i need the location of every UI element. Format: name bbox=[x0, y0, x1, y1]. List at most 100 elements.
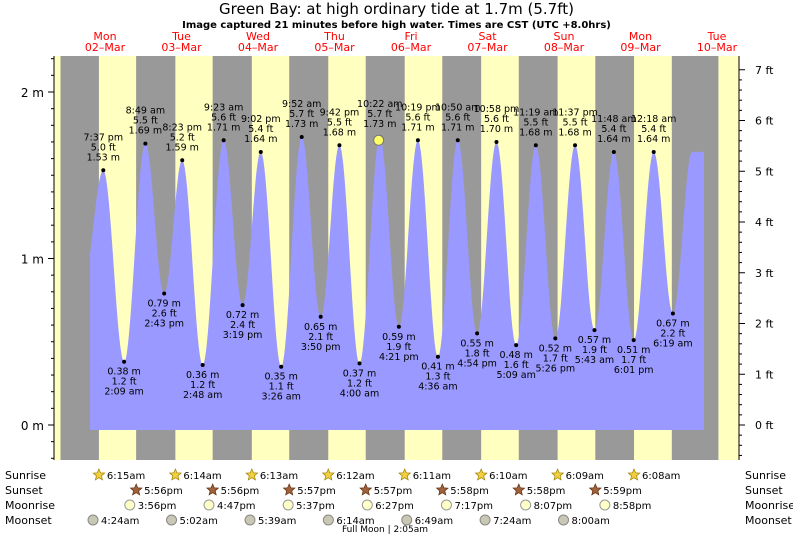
astro-event-time: 8:58pm bbox=[613, 501, 652, 512]
low-tide-point bbox=[553, 336, 558, 341]
high-tide-label: 5.0 ft bbox=[91, 142, 116, 153]
astro-event-time: 5:57pm bbox=[374, 486, 413, 497]
low-tide-label: 1.7 ft bbox=[543, 353, 568, 364]
moonset-icon bbox=[479, 514, 491, 526]
right-tick-label: 3 ft bbox=[755, 267, 774, 280]
day-of-week-label: Sat bbox=[478, 30, 497, 43]
astro-event-time: 6:10am bbox=[489, 471, 527, 482]
low-tide-label: 6:19 am bbox=[653, 338, 692, 349]
astro-event-time: 5:58pm bbox=[527, 486, 566, 497]
high-tide-label: 5.5 ft bbox=[563, 117, 588, 128]
low-tide-label: 2:09 am bbox=[104, 387, 143, 398]
sunset-icon bbox=[206, 483, 220, 496]
low-tide-label: 0.52 m bbox=[539, 343, 572, 354]
low-tide-label: 0.35 m bbox=[264, 372, 297, 383]
low-tide-point bbox=[475, 331, 480, 336]
low-tide-label: 1.1 ft bbox=[269, 382, 294, 393]
high-tide-label: 11:48 am bbox=[591, 114, 636, 125]
high-tide-label: 9:42 pm bbox=[320, 107, 360, 118]
day-date-label: 08–Mar bbox=[544, 41, 585, 54]
right-tick-label: 6 ft bbox=[755, 115, 774, 128]
low-tide-point bbox=[200, 363, 205, 368]
astro-event-time: 5:39am bbox=[258, 516, 296, 527]
chart-subtitle: Image captured 21 minutes before high wa… bbox=[182, 20, 611, 31]
high-tide-label: 5.4 ft bbox=[601, 124, 626, 135]
high-tide-label: 8:49 am bbox=[126, 106, 165, 117]
low-tide-point bbox=[357, 361, 362, 366]
low-tide-point bbox=[318, 314, 323, 319]
astro-event-time: 6:14am bbox=[183, 471, 221, 482]
low-tide-label: 2.1 ft bbox=[308, 332, 333, 343]
astro-event-time: 3:56pm bbox=[138, 501, 177, 512]
low-tide-label: 4:36 am bbox=[418, 382, 457, 393]
high-tide-label: 9:52 am bbox=[282, 99, 321, 110]
low-tide-point bbox=[514, 343, 519, 348]
high-tide-point bbox=[101, 168, 106, 173]
astro-event-time: 5:59pm bbox=[603, 486, 642, 497]
day-of-week-label: Fri bbox=[404, 30, 417, 43]
low-tide-label: 0.38 m bbox=[107, 367, 140, 378]
low-tide-label: 0.72 m bbox=[226, 310, 259, 321]
astro-event-time: 7:24am bbox=[493, 516, 531, 527]
day-date-label: 06–Mar bbox=[391, 41, 432, 54]
sunrise-icon bbox=[92, 468, 106, 481]
high-tide-label: 5.6 ft bbox=[484, 114, 509, 125]
high-tide-point bbox=[337, 143, 342, 148]
astro-event-time: 5:56pm bbox=[144, 486, 183, 497]
day-of-week-label: Mon bbox=[629, 30, 652, 43]
high-tide-label: 1.71 m bbox=[207, 122, 240, 133]
high-tide-point bbox=[651, 149, 656, 154]
astro-event-time: 7:17pm bbox=[454, 501, 493, 512]
low-tide-point bbox=[396, 324, 401, 329]
low-tide-label: 1.9 ft bbox=[582, 345, 607, 356]
astro-event-time: 6:14am bbox=[336, 516, 374, 527]
low-tide-label: 1.2 ft bbox=[190, 380, 215, 391]
sunset-icon bbox=[282, 483, 296, 496]
astro-event-time: 4:24am bbox=[101, 516, 139, 527]
high-tide-point bbox=[611, 149, 616, 154]
low-tide-label: 2.6 ft bbox=[152, 308, 177, 319]
astro-event-time: 6:49am bbox=[415, 516, 453, 527]
high-tide-label: 1.71 m bbox=[401, 122, 434, 133]
low-tide-label: 2.4 ft bbox=[230, 320, 255, 331]
sunset-icon bbox=[129, 483, 143, 496]
high-tide-point bbox=[494, 139, 499, 144]
high-tide-label: 9:23 am bbox=[204, 102, 243, 113]
moonset-icon bbox=[401, 514, 413, 526]
left-tick-label: 0 m bbox=[21, 419, 44, 433]
high-tide-label: 1.73 m bbox=[363, 119, 396, 130]
day-date-label: 07–Mar bbox=[467, 41, 508, 54]
high-tide-label: 5.7 ft bbox=[367, 109, 392, 120]
tide-area bbox=[90, 137, 704, 430]
high-tide-label: 1.64 m bbox=[244, 134, 277, 145]
astro-event-time: 6:12am bbox=[336, 471, 374, 482]
day-date-label: 03–Mar bbox=[161, 41, 202, 54]
high-tide-label: 11:19 am bbox=[513, 107, 558, 118]
low-tide-label: 0.59 m bbox=[382, 332, 415, 343]
astro-row-label-right: Sunrise bbox=[745, 469, 786, 482]
low-tide-label: 1.7 ft bbox=[621, 355, 646, 366]
low-tide-point bbox=[122, 359, 127, 364]
current-tide-marker bbox=[373, 134, 385, 146]
sunrise-icon bbox=[245, 468, 259, 481]
low-tide-label: 2:43 pm bbox=[144, 318, 184, 329]
sunset-icon bbox=[512, 483, 526, 496]
high-tide-point bbox=[573, 143, 578, 148]
astro-event-time: 8:00am bbox=[572, 516, 610, 527]
low-tide-label: 5:26 pm bbox=[535, 363, 575, 374]
day-of-week-label: Thu bbox=[323, 30, 345, 43]
sunrise-icon bbox=[168, 468, 182, 481]
low-tide-label: 0.57 m bbox=[578, 335, 611, 346]
axes: 0 m 1 m 2 m 0 ft 1 ft 2 ft 3 ft 4 ft 5 ft 6 ft 7 f… bbox=[21, 56, 774, 460]
high-tide-point bbox=[415, 138, 420, 143]
right-tick-label: 4 ft bbox=[755, 216, 774, 229]
low-tide-label: 1.9 ft bbox=[386, 342, 411, 353]
astro-event-time: 5:57pm bbox=[297, 486, 336, 497]
sunrise-icon bbox=[474, 468, 488, 481]
low-tide-label: 3:50 pm bbox=[301, 342, 341, 353]
low-tide-point bbox=[631, 338, 636, 343]
high-tide-label: 5.4 ft bbox=[248, 124, 273, 135]
high-tide-point bbox=[180, 158, 185, 163]
astro-row-label-right: Sunset bbox=[745, 484, 783, 497]
